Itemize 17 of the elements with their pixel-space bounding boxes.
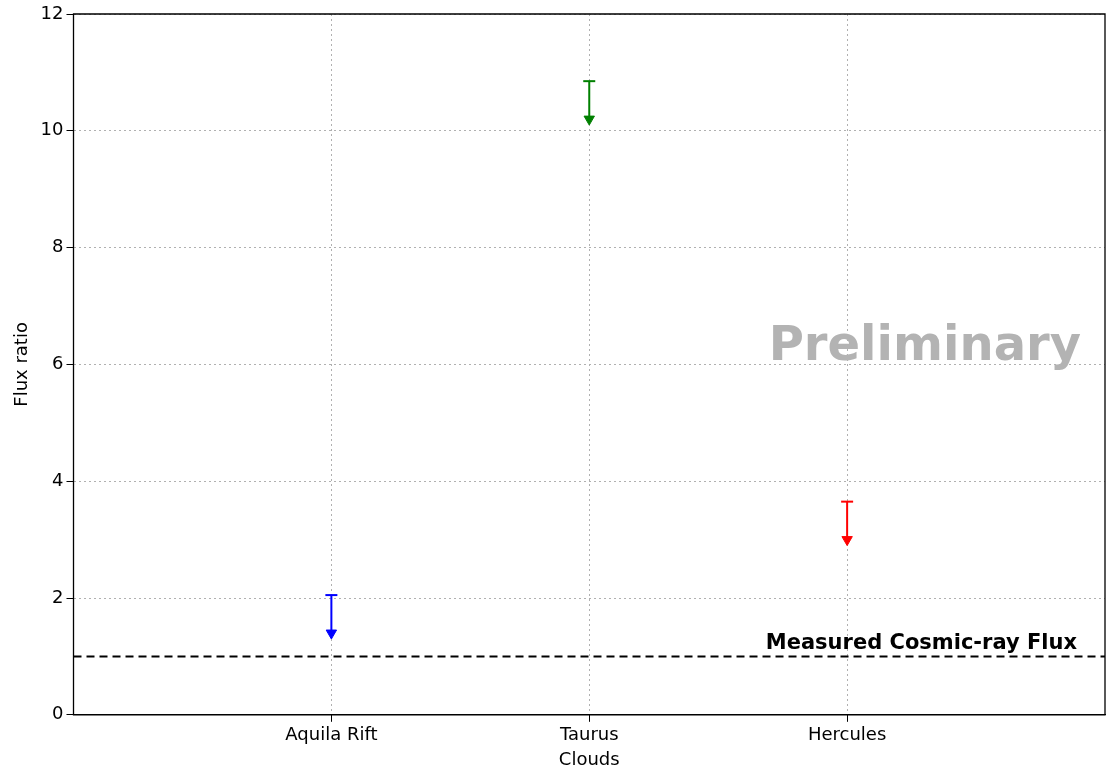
- point: [841, 536, 853, 547]
- ref-line-label: Measured Cosmic-ray Flux: [765, 630, 1078, 655]
- y-tick-label: 12: [40, 1, 64, 23]
- y-tick-label: 8: [52, 235, 64, 257]
- y-tick-label: 2: [52, 585, 64, 607]
- y-tick-label: 10: [40, 118, 64, 140]
- x-tick-label: Taurus: [558, 723, 619, 745]
- y-tick-label: 6: [52, 352, 64, 374]
- x-tick-label: Aquila Rift: [285, 723, 378, 745]
- point: [325, 629, 338, 640]
- annotation: Preliminary: [768, 315, 1081, 372]
- x-tick-label: Hercules: [807, 723, 887, 745]
- y-axis-title: Flux ratio: [10, 322, 32, 407]
- x-axis-title: Clouds: [558, 747, 620, 769]
- point: [583, 115, 595, 126]
- y-tick-label: 4: [52, 468, 64, 490]
- y-tick-label: 0: [52, 702, 64, 724]
